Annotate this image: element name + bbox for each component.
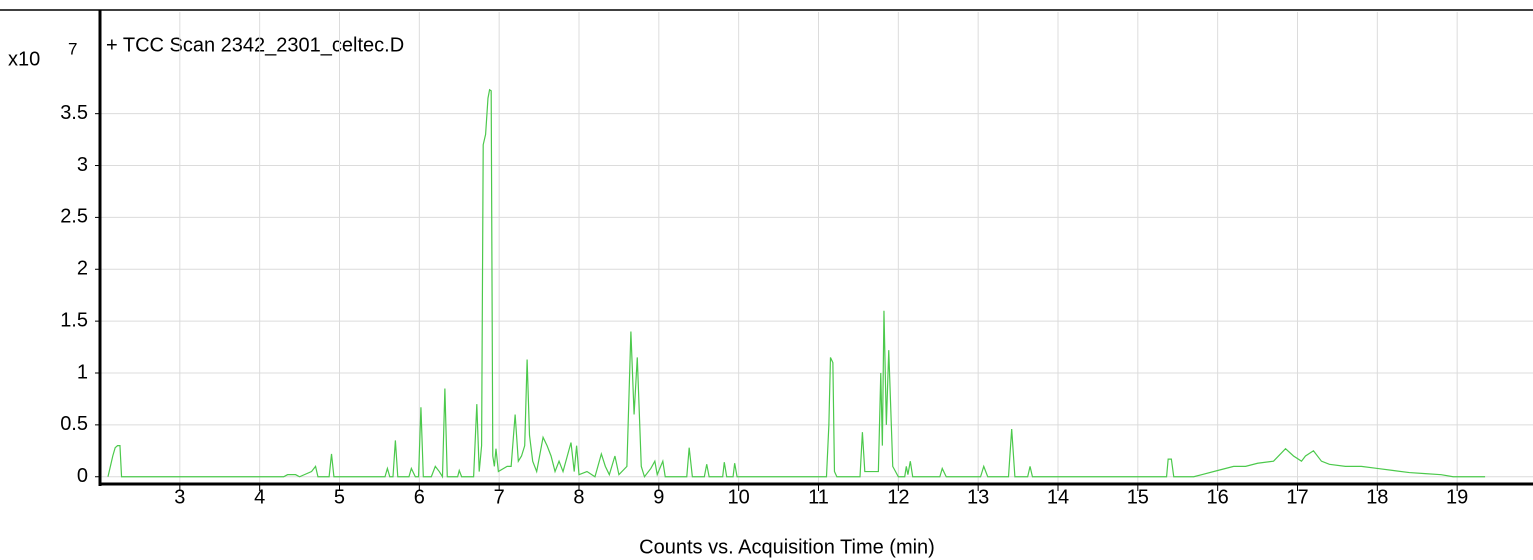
y-tick-label: 1 — [77, 361, 88, 383]
x-axis-label: Counts vs. Acquisition Time (min) — [639, 536, 935, 558]
x-tick-label: 16 — [1207, 486, 1229, 508]
x-tick-label: 12 — [887, 486, 909, 508]
trace-line — [107, 88, 1486, 479]
x-tick-label: 13 — [967, 486, 989, 508]
x-tick-label: 18 — [1366, 486, 1388, 508]
y-tick-label: 3.5 — [60, 102, 88, 124]
x-tick-label: 9 — [653, 486, 664, 508]
y-tick-label: 0.5 — [60, 413, 88, 435]
x-tick-label: 6 — [414, 486, 425, 508]
x-tick-label: 11 — [808, 486, 829, 508]
x-tick-label: 19 — [1446, 486, 1468, 508]
y-tick-label: 2 — [77, 258, 88, 280]
x-tick-label: 15 — [1127, 486, 1149, 508]
x-tick-label: 4 — [254, 486, 265, 508]
x-tick-label: 10 — [728, 486, 750, 508]
y-exponent: 7 — [68, 39, 77, 58]
x-tick-label: 7 — [494, 486, 505, 508]
x-tick-label: 8 — [573, 486, 584, 508]
x-tick-label: 14 — [1047, 486, 1069, 508]
y-tick-label: 1.5 — [60, 309, 88, 331]
y-tick-label: 3 — [77, 154, 88, 176]
chart-title: + TCC Scan 2342_2301_celtec.D — [106, 34, 404, 56]
y-tick-label: 2.5 — [60, 206, 88, 228]
x-tick-label: 17 — [1286, 486, 1308, 508]
y-tick-label: 0 — [77, 465, 88, 487]
x-tick-label: 5 — [334, 486, 345, 508]
y-multiplier: x10 — [8, 48, 40, 70]
x-tick-label: 3 — [174, 486, 185, 508]
